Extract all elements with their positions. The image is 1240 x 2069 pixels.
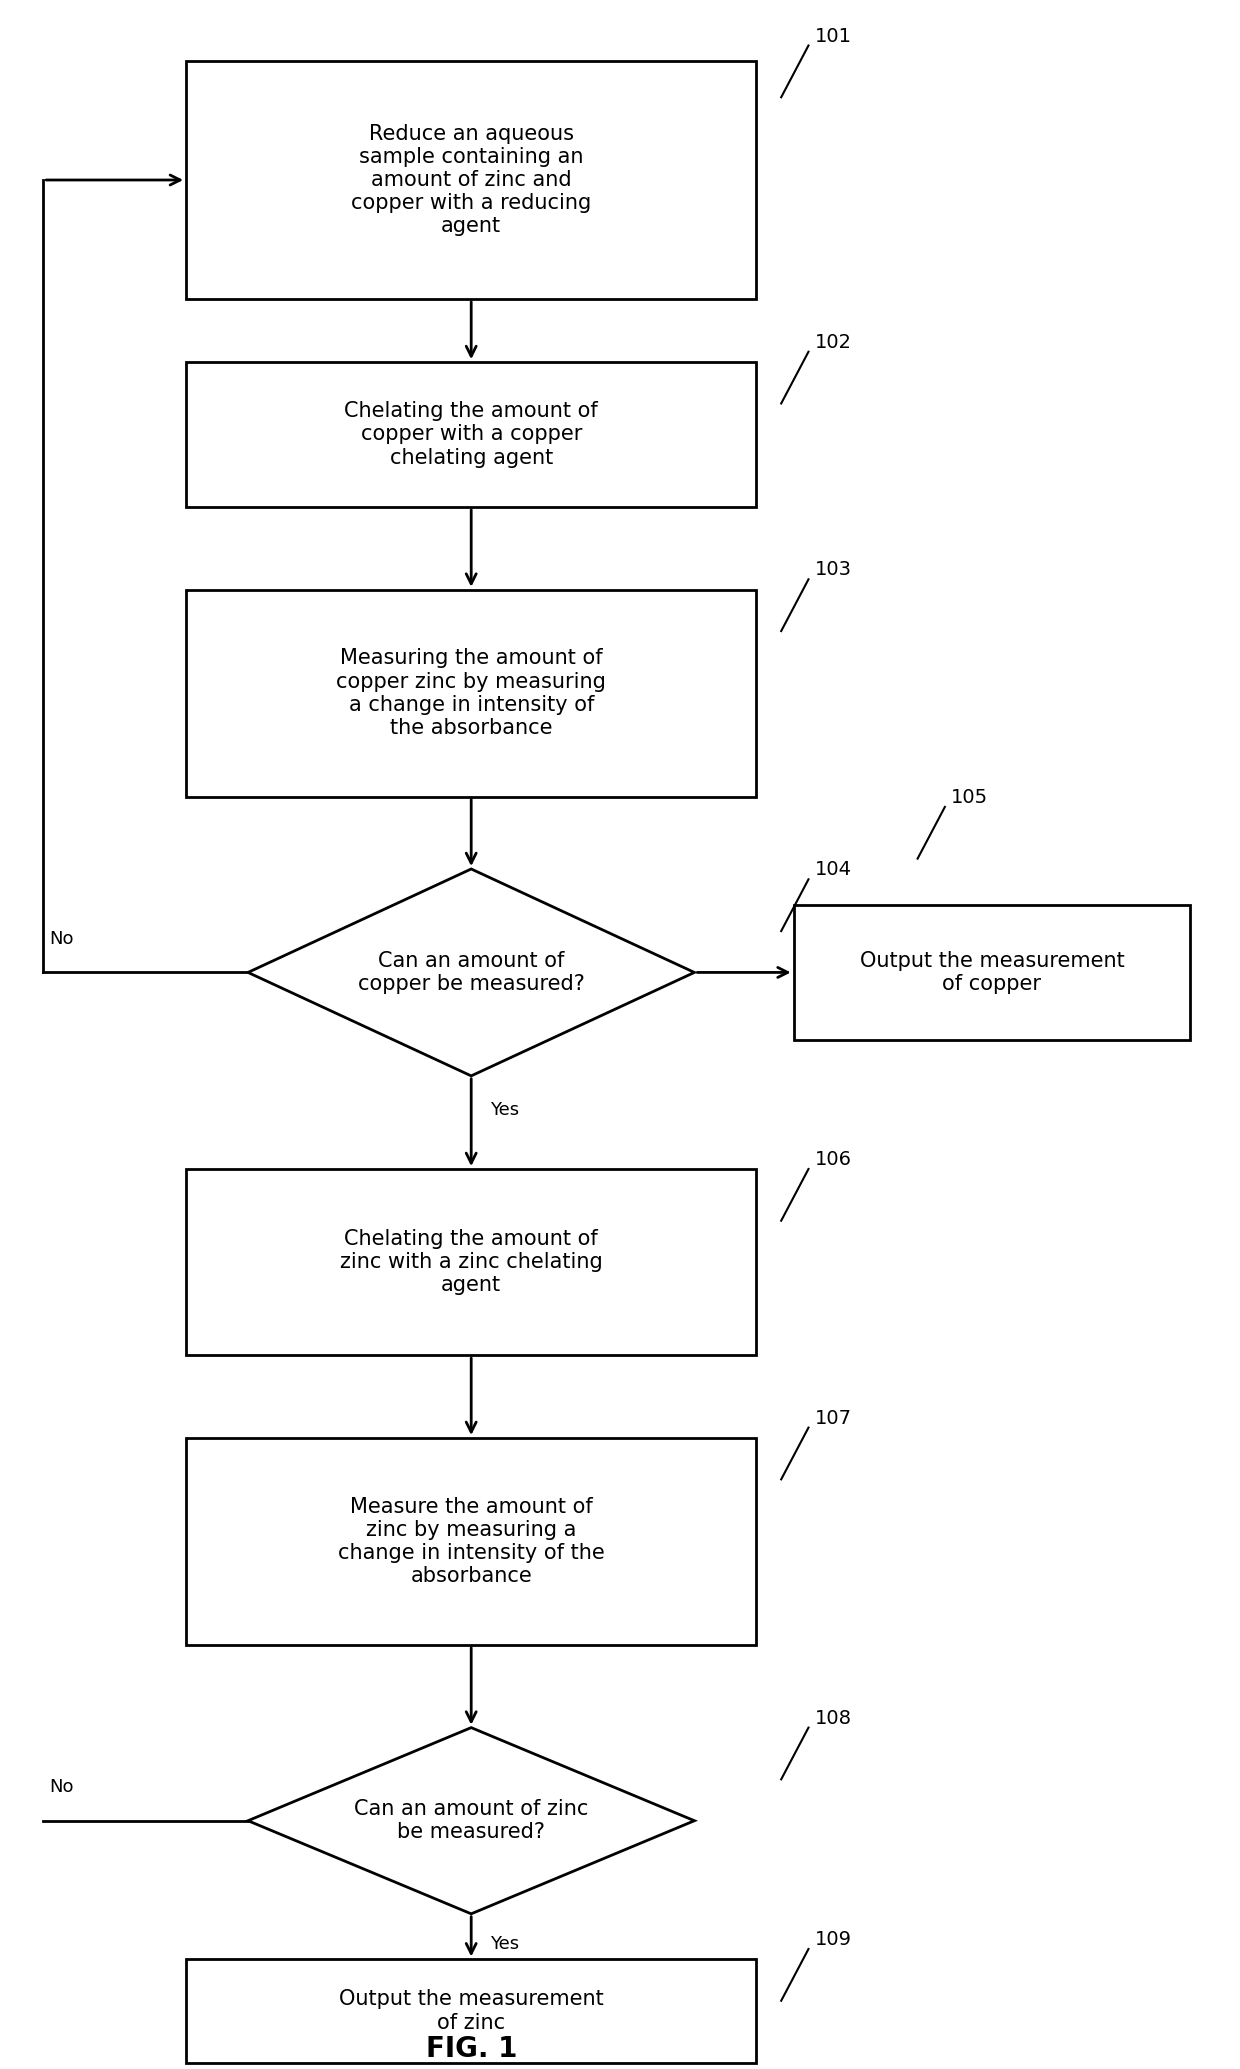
Text: No: No bbox=[50, 929, 74, 948]
Polygon shape bbox=[248, 869, 694, 1076]
Text: 104: 104 bbox=[815, 861, 852, 879]
Bar bbox=[186, 1959, 756, 2063]
Text: 107: 107 bbox=[815, 1409, 852, 1428]
Text: Reduce an aqueous
sample containing an
amount of zinc and
copper with a reducing: Reduce an aqueous sample containing an a… bbox=[351, 124, 591, 236]
Text: 102: 102 bbox=[815, 333, 852, 352]
Text: 103: 103 bbox=[815, 561, 852, 579]
Text: 106: 106 bbox=[815, 1150, 852, 1169]
Text: Chelating the amount of
copper with a copper
chelating agent: Chelating the amount of copper with a co… bbox=[345, 401, 598, 468]
Polygon shape bbox=[248, 1728, 694, 1914]
Text: Output the measurement
of copper: Output the measurement of copper bbox=[859, 952, 1125, 993]
Text: FIG. 1: FIG. 1 bbox=[425, 2034, 517, 2063]
Text: Measure the amount of
zinc by measuring a
change in intensity of the
absorbance: Measure the amount of zinc by measuring … bbox=[337, 1496, 605, 1587]
Text: 105: 105 bbox=[951, 788, 988, 807]
Text: Yes: Yes bbox=[490, 1935, 518, 1953]
Bar bbox=[186, 590, 756, 797]
Text: Output the measurement
of zinc: Output the measurement of zinc bbox=[339, 1990, 604, 2032]
Bar bbox=[186, 362, 756, 507]
Text: Chelating the amount of
zinc with a zinc chelating
agent: Chelating the amount of zinc with a zinc… bbox=[340, 1229, 603, 1295]
Text: No: No bbox=[50, 1777, 74, 1796]
Bar bbox=[186, 1169, 756, 1355]
Text: 101: 101 bbox=[815, 27, 852, 46]
Text: Yes: Yes bbox=[490, 1101, 518, 1119]
Text: Can an amount of
copper be measured?: Can an amount of copper be measured? bbox=[358, 952, 584, 993]
Text: 109: 109 bbox=[815, 1930, 852, 1949]
Text: Can an amount of zinc
be measured?: Can an amount of zinc be measured? bbox=[353, 1800, 589, 1841]
Bar bbox=[794, 906, 1190, 1039]
Text: Measuring the amount of
copper zinc by measuring
a change in intensity of
the ab: Measuring the amount of copper zinc by m… bbox=[336, 648, 606, 739]
Bar bbox=[186, 1438, 756, 1645]
Text: 108: 108 bbox=[815, 1709, 852, 1728]
Bar bbox=[186, 60, 756, 298]
